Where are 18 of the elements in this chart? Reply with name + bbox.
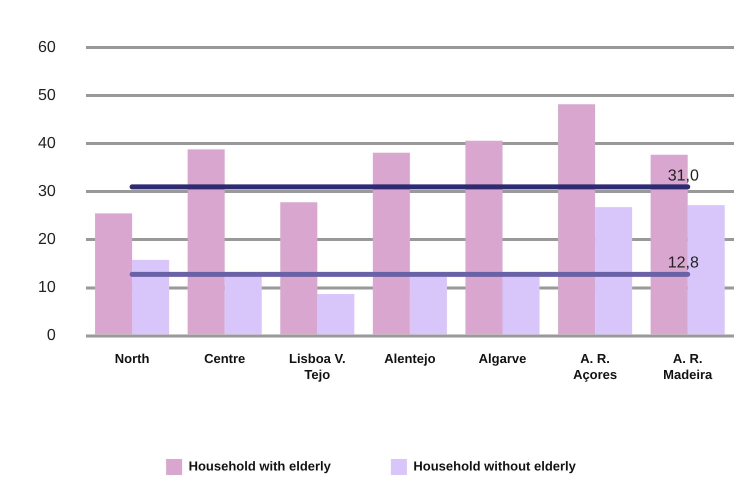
x-tick-label: Alentejo: [384, 351, 436, 366]
x-tick-label: A. R. Açores: [573, 351, 618, 382]
ref-line-label: 31,0: [668, 167, 699, 184]
x-tick-label: A. R. Madeira: [663, 351, 714, 382]
x-tick-label: Lisboa V. Tejo: [288, 351, 346, 382]
legend-label: Household without elderly: [413, 458, 577, 474]
x-tick-label: Centre: [204, 351, 246, 366]
y-tick-label: 0: [46, 327, 56, 344]
ref-line-label: 12,8: [668, 254, 699, 272]
y-tick-label: 50: [38, 87, 56, 104]
legend-label: Household with elderly: [188, 458, 332, 474]
y-tick-label: 20: [38, 231, 56, 248]
y-tick-label: 40: [38, 135, 56, 152]
y-tick-label: 60: [38, 39, 56, 56]
y-tick-label: 30: [38, 183, 56, 200]
x-tick-label: North: [114, 351, 150, 366]
x-tick-label: Algarve: [478, 351, 526, 366]
y-tick-label: 10: [38, 279, 56, 296]
